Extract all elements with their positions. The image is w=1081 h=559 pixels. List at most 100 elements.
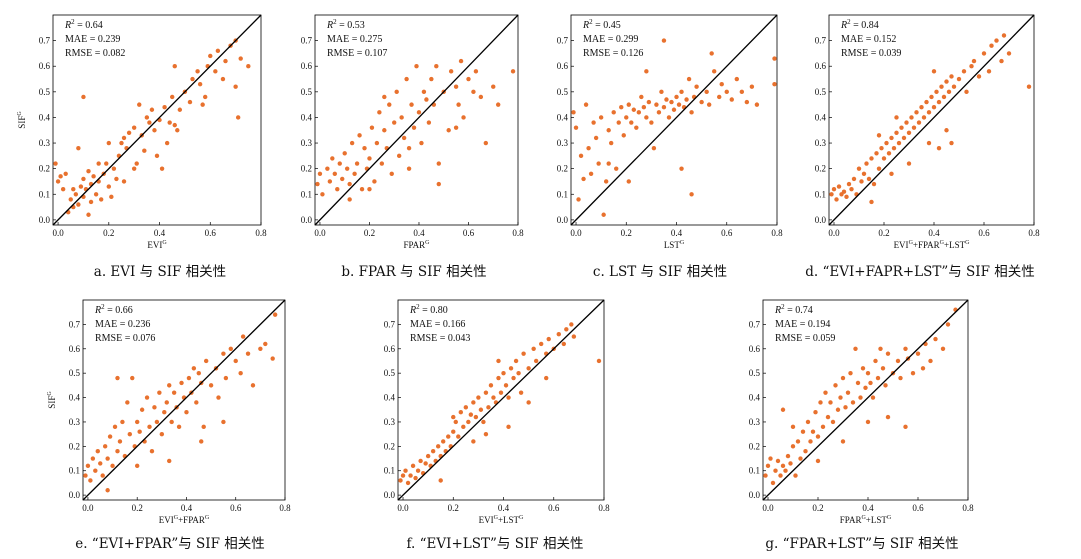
data-point (593, 135, 599, 141)
data-point (871, 181, 877, 187)
data-point (704, 89, 709, 95)
data-point (686, 76, 692, 82)
data-point (717, 94, 722, 100)
data-point (754, 102, 760, 107)
data-point (85, 463, 91, 469)
plot-frame (828, 14, 1035, 226)
data-point (60, 186, 66, 192)
data-point (394, 89, 399, 95)
data-point (651, 145, 657, 151)
data-point (213, 69, 218, 74)
data-point (856, 166, 862, 171)
one-to-one-line (570, 14, 778, 226)
data-point (458, 409, 464, 415)
y-tick-label: 0.3 (557, 138, 569, 148)
data-point (419, 140, 424, 146)
data-point (903, 424, 908, 430)
data-point (986, 69, 992, 74)
data-point (641, 104, 647, 110)
data-point (354, 161, 360, 166)
data-point (152, 405, 157, 410)
data-point (674, 94, 679, 100)
data-point (406, 166, 412, 171)
data-point (88, 478, 93, 483)
data-point (783, 468, 788, 473)
data-point (596, 358, 602, 364)
data-point (96, 161, 101, 166)
y-tick-label: 0.0 (301, 215, 313, 225)
data-point (898, 375, 903, 381)
data-point (598, 115, 604, 120)
r2-label: R2 = 0.74 (774, 303, 813, 316)
y-tick-label: 0.4 (301, 112, 313, 122)
data-point (387, 102, 392, 107)
data-point (486, 405, 491, 410)
data-point (400, 473, 406, 478)
y-tick-label: 0.0 (69, 490, 81, 500)
y-tick-label: 0.4 (557, 112, 569, 122)
data-point (649, 120, 654, 125)
data-point (429, 76, 434, 82)
data-point (626, 102, 631, 107)
data-point (399, 115, 404, 120)
scatter-panel-4: 0.0 0.2 0.4 0.6 0.8 0.0 0.1 0.2 0.3 0.4 0.5 0.6 0.7 R… (805, 14, 1040, 280)
data-point (404, 76, 409, 82)
data-point (106, 140, 112, 146)
data-point (989, 43, 994, 48)
x-tick-label: 0.6 (978, 228, 990, 238)
data-point (976, 74, 982, 79)
data-point (98, 197, 104, 202)
data-point (107, 434, 113, 439)
data-point (838, 395, 843, 400)
data-point (270, 356, 275, 361)
data-point (624, 115, 629, 120)
data-point (586, 145, 591, 151)
data-point (194, 400, 199, 405)
x-tick-label: 0.0 (570, 228, 582, 238)
y-tick-label: 0.5 (39, 87, 51, 97)
data-point (109, 194, 114, 200)
data-point (317, 171, 323, 176)
data-point (179, 380, 184, 386)
data-point (829, 192, 834, 197)
plot-frame (82, 299, 286, 501)
data-point (910, 370, 916, 376)
data-point (147, 120, 152, 125)
data-point (666, 115, 672, 120)
data-point (934, 89, 939, 95)
data-point (456, 434, 461, 439)
data-point (102, 444, 108, 449)
x-axis-label: EVIG​+FPARG​+LSTG​ (894, 240, 971, 250)
r2-label: R2 = 0.45 (582, 18, 621, 31)
data-point (793, 473, 798, 478)
mae-label: MAE = 0.239 (65, 34, 120, 45)
data-point (833, 383, 838, 388)
data-point (899, 125, 904, 130)
data-point (98, 461, 103, 466)
data-point (117, 439, 123, 444)
y-tick-label: 0.2 (69, 441, 80, 451)
data-point (405, 480, 411, 486)
y-tick-label: 0.5 (301, 87, 313, 97)
data-point (855, 380, 861, 386)
data-point (999, 58, 1004, 64)
data-point (828, 400, 833, 405)
data-point (608, 140, 614, 146)
data-point (81, 94, 86, 100)
data-point (815, 434, 821, 439)
data-point (121, 179, 127, 184)
plot-frame (314, 14, 519, 226)
data-point (844, 194, 849, 200)
data-point (849, 186, 854, 192)
data-point (406, 145, 412, 151)
data-point (149, 449, 155, 454)
data-point (889, 135, 894, 141)
x-tick-label: 0.4 (498, 503, 510, 513)
data-point (601, 212, 606, 217)
data-point (933, 336, 938, 342)
data-point (208, 53, 213, 59)
data-point (634, 125, 639, 130)
data-point (611, 110, 616, 115)
data-point (347, 181, 352, 187)
y-tick-label: 0.6 (384, 344, 396, 354)
